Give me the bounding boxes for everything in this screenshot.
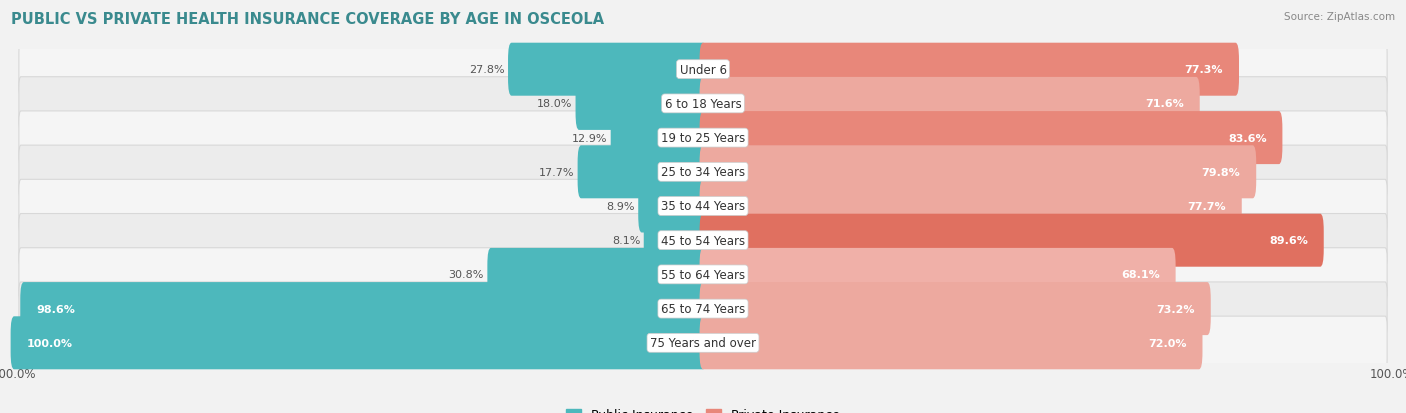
Text: 79.8%: 79.8% bbox=[1202, 167, 1240, 177]
Text: 19 to 25 Years: 19 to 25 Years bbox=[661, 132, 745, 145]
FancyBboxPatch shape bbox=[18, 180, 1388, 233]
Legend: Public Insurance, Private Insurance: Public Insurance, Private Insurance bbox=[561, 404, 845, 413]
FancyBboxPatch shape bbox=[18, 282, 1388, 335]
FancyBboxPatch shape bbox=[18, 43, 1388, 97]
Text: 55 to 64 Years: 55 to 64 Years bbox=[661, 268, 745, 281]
Text: 8.9%: 8.9% bbox=[606, 202, 634, 211]
Text: 71.6%: 71.6% bbox=[1144, 99, 1184, 109]
Text: 77.3%: 77.3% bbox=[1185, 65, 1223, 75]
FancyBboxPatch shape bbox=[18, 78, 1388, 131]
Text: 25 to 34 Years: 25 to 34 Years bbox=[661, 166, 745, 179]
FancyBboxPatch shape bbox=[20, 282, 706, 335]
FancyBboxPatch shape bbox=[18, 214, 1388, 267]
FancyBboxPatch shape bbox=[11, 316, 706, 369]
FancyBboxPatch shape bbox=[508, 44, 706, 97]
FancyBboxPatch shape bbox=[644, 214, 706, 267]
FancyBboxPatch shape bbox=[488, 248, 706, 301]
Text: 27.8%: 27.8% bbox=[470, 65, 505, 75]
FancyBboxPatch shape bbox=[700, 214, 1323, 267]
FancyBboxPatch shape bbox=[700, 112, 1282, 165]
Text: 45 to 54 Years: 45 to 54 Years bbox=[661, 234, 745, 247]
FancyBboxPatch shape bbox=[700, 146, 1256, 199]
FancyBboxPatch shape bbox=[638, 180, 706, 233]
Text: 12.9%: 12.9% bbox=[572, 133, 607, 143]
Text: Under 6: Under 6 bbox=[679, 64, 727, 76]
Text: 65 to 74 Years: 65 to 74 Years bbox=[661, 302, 745, 316]
Text: 30.8%: 30.8% bbox=[449, 270, 484, 280]
FancyBboxPatch shape bbox=[575, 78, 706, 131]
FancyBboxPatch shape bbox=[578, 146, 706, 199]
Text: 35 to 44 Years: 35 to 44 Years bbox=[661, 200, 745, 213]
Text: 77.7%: 77.7% bbox=[1187, 202, 1226, 211]
FancyBboxPatch shape bbox=[700, 248, 1175, 301]
Text: 72.0%: 72.0% bbox=[1149, 338, 1187, 348]
Text: 75 Years and over: 75 Years and over bbox=[650, 337, 756, 349]
Text: 83.6%: 83.6% bbox=[1227, 133, 1267, 143]
Text: 8.1%: 8.1% bbox=[612, 236, 640, 246]
FancyBboxPatch shape bbox=[700, 316, 1202, 369]
Text: 6 to 18 Years: 6 to 18 Years bbox=[665, 97, 741, 111]
FancyBboxPatch shape bbox=[610, 112, 706, 165]
FancyBboxPatch shape bbox=[700, 282, 1211, 335]
FancyBboxPatch shape bbox=[18, 316, 1388, 370]
Text: 73.2%: 73.2% bbox=[1156, 304, 1195, 314]
Text: Source: ZipAtlas.com: Source: ZipAtlas.com bbox=[1284, 12, 1395, 22]
Text: PUBLIC VS PRIVATE HEALTH INSURANCE COVERAGE BY AGE IN OSCEOLA: PUBLIC VS PRIVATE HEALTH INSURANCE COVER… bbox=[11, 12, 605, 27]
Text: 89.6%: 89.6% bbox=[1270, 236, 1308, 246]
FancyBboxPatch shape bbox=[700, 44, 1239, 97]
Text: 17.7%: 17.7% bbox=[538, 167, 574, 177]
FancyBboxPatch shape bbox=[700, 78, 1199, 131]
Text: 98.6%: 98.6% bbox=[37, 304, 75, 314]
FancyBboxPatch shape bbox=[700, 180, 1241, 233]
Text: 18.0%: 18.0% bbox=[537, 99, 572, 109]
Text: 68.1%: 68.1% bbox=[1121, 270, 1160, 280]
FancyBboxPatch shape bbox=[18, 248, 1388, 301]
Text: 100.0%: 100.0% bbox=[27, 338, 73, 348]
FancyBboxPatch shape bbox=[18, 146, 1388, 199]
FancyBboxPatch shape bbox=[18, 112, 1388, 165]
